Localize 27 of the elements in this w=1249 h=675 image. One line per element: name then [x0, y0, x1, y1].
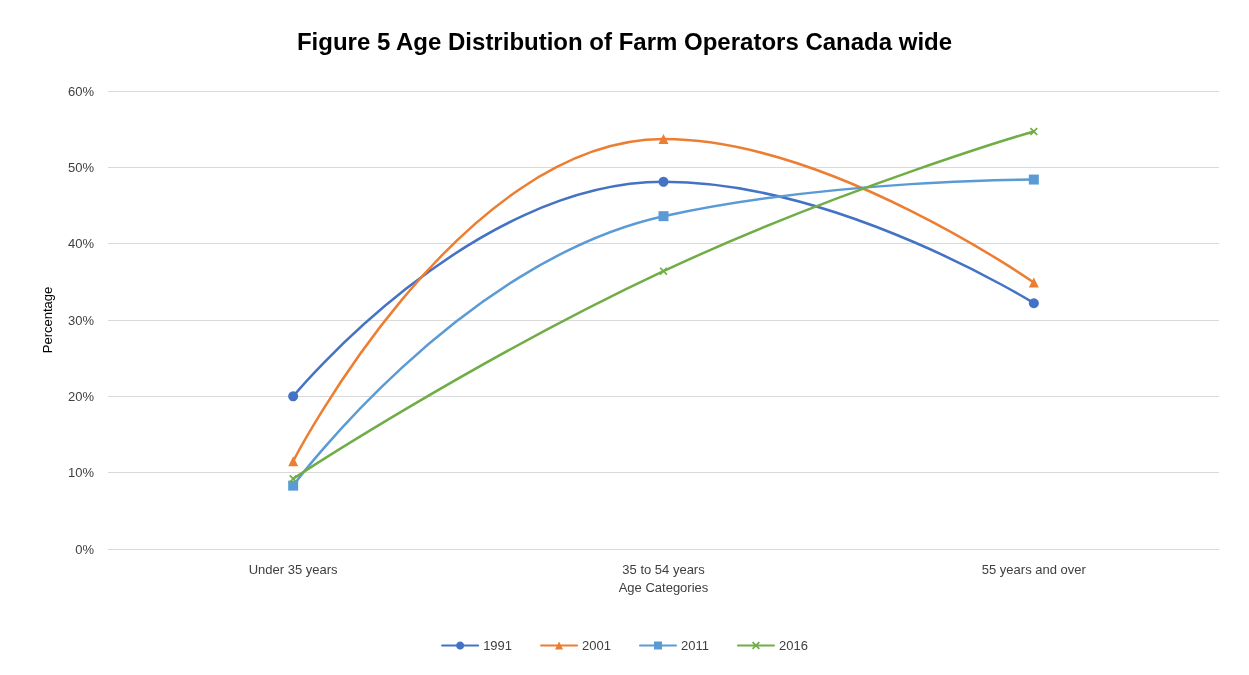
legend-label: 2011 — [680, 638, 709, 653]
point — [1028, 298, 1039, 309]
point — [288, 480, 299, 491]
legend-label: 1991 — [483, 638, 513, 653]
point — [658, 211, 669, 222]
y-axis-title: Percentage — [40, 286, 55, 354]
y-tick-label: 50% — [67, 159, 95, 175]
chart-title: Figure 5 Age Distribution of Farm Operators Canada wide — [296, 27, 953, 55]
y-tick-label: 60% — [67, 83, 95, 99]
point — [288, 456, 299, 467]
point — [1028, 277, 1039, 288]
point — [658, 134, 669, 145]
x-axis-title: Age Categories — [618, 579, 709, 595]
y-tick-label: 10% — [67, 465, 95, 481]
x-tick-label: Under 35 years — [248, 562, 339, 577]
y-tick-label: 0% — [75, 541, 95, 557]
x-tick-label: 35 to 54 years — [622, 562, 706, 577]
legend-label: 2016 — [778, 638, 808, 653]
point — [1028, 174, 1039, 185]
y-tick-label: 20% — [67, 388, 95, 404]
y-tick-label: 30% — [67, 312, 95, 328]
point — [658, 176, 669, 187]
x-tick-label: 55 years and over — [981, 562, 1087, 577]
y-tick-label: 40% — [67, 236, 95, 252]
point — [288, 391, 299, 402]
legend-label: 2001 — [582, 638, 611, 653]
point — [289, 474, 298, 483]
